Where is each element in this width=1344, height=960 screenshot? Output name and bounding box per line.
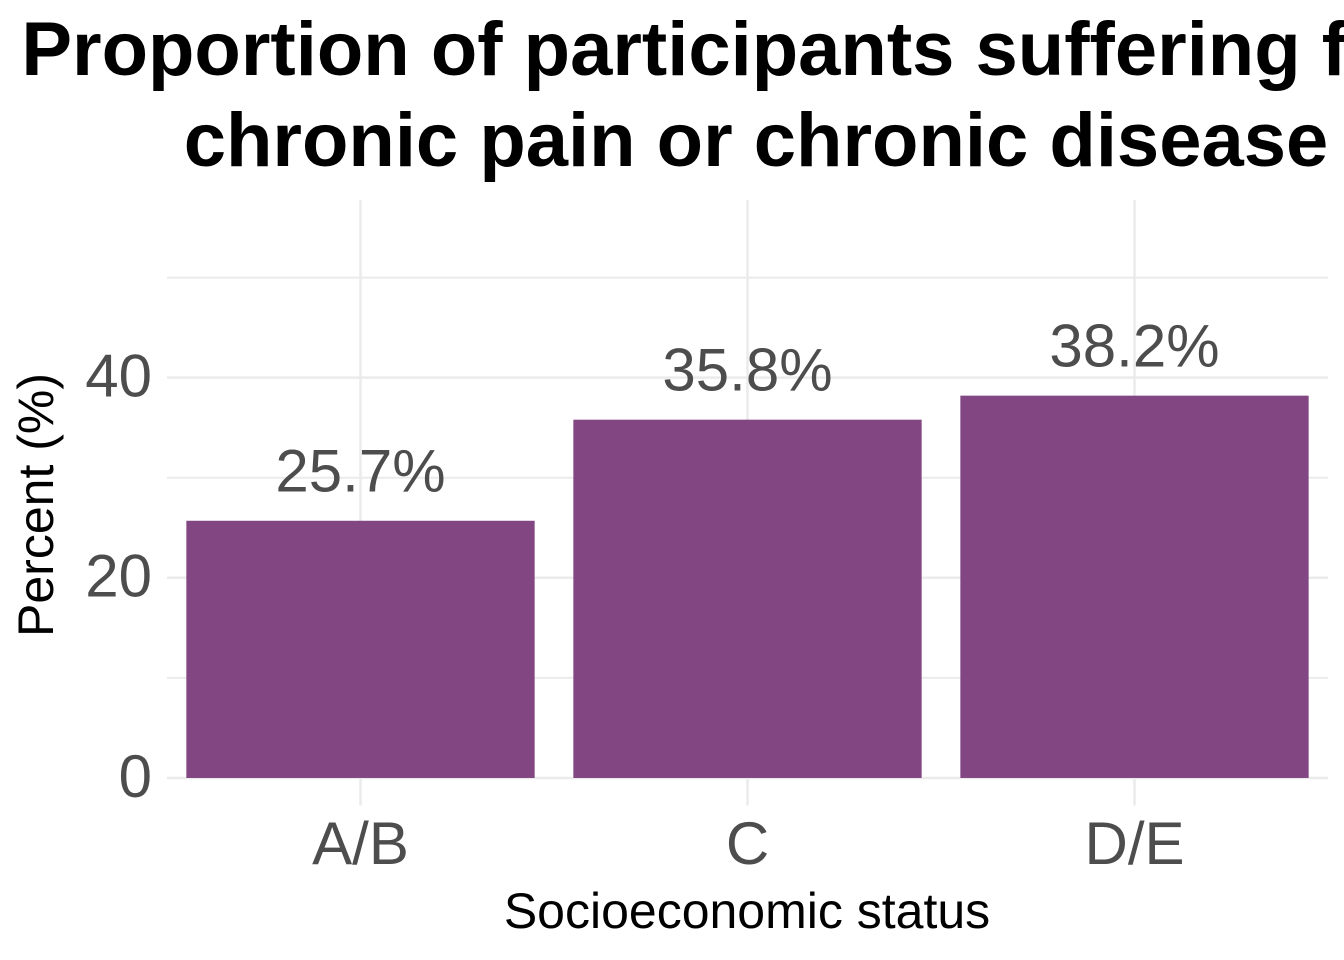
value-label: 35.8% [662,337,832,404]
x-tick-label: C [726,810,769,877]
bar [960,395,1309,778]
bar [186,520,535,778]
value-label: 38.2% [1049,313,1219,380]
y-axis-title: Percent (%) [8,373,64,637]
bar [573,419,922,778]
x-axis-title: Socioeconomic status [504,883,990,939]
y-tick-label: 0 [119,743,152,810]
value-label: 25.7% [275,438,445,505]
x-tick-label: A/B [312,810,409,877]
y-tick-label: 20 [85,543,152,610]
chart-title: Proportion of participants suffering fro… [21,7,1344,183]
y-tick-label: 40 [85,342,152,409]
x-tick-label: D/E [1084,810,1184,877]
